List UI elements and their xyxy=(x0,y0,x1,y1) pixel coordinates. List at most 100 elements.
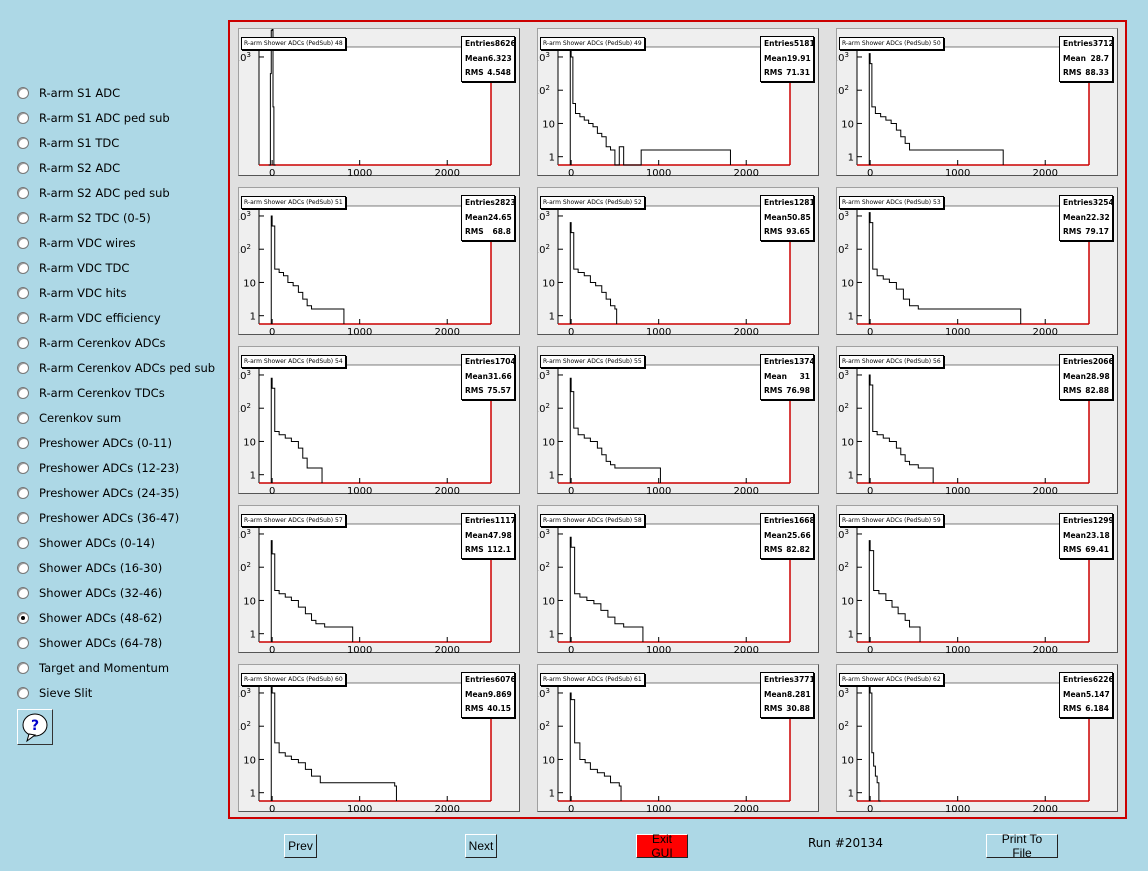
radio-button[interactable] xyxy=(17,162,29,174)
radio-button[interactable] xyxy=(17,212,29,224)
radio-item[interactable]: Preshower ADCs (36-47) xyxy=(17,509,179,527)
radio-button[interactable] xyxy=(17,687,29,699)
exit-gui-button[interactable]: Exit GUI xyxy=(636,832,688,860)
radio-item[interactable]: Shower ADCs (0-14) xyxy=(17,534,155,552)
radio-button[interactable] xyxy=(17,387,29,399)
radio-button[interactable] xyxy=(17,662,29,674)
next-button[interactable]: Next xyxy=(465,834,497,858)
radio-item[interactable]: Shower ADCs (16-30) xyxy=(17,559,162,577)
y-tick-label: 103 xyxy=(837,210,849,223)
radio-button[interactable] xyxy=(17,262,29,274)
x-tick-label: 2000 xyxy=(1032,168,1057,177)
svg-text:?: ? xyxy=(31,718,39,734)
stats-label: Mean xyxy=(1063,530,1086,540)
radio-button[interactable] xyxy=(17,137,29,149)
radio-item[interactable]: R-arm VDC TDC xyxy=(17,259,129,277)
x-tick-label: 1000 xyxy=(347,327,372,336)
stats-value: 75.57 xyxy=(487,386,511,395)
y-tick-exponent: 2 xyxy=(546,243,550,251)
radio-item[interactable]: R-arm S1 TDC xyxy=(17,134,119,152)
radio-item[interactable]: R-arm S2 TDC (0-5) xyxy=(17,209,151,227)
x-tick-label: 2000 xyxy=(1032,804,1057,813)
stats-value: 82.82 xyxy=(786,545,810,554)
radio-item[interactable]: R-arm S2 ADC xyxy=(17,159,120,177)
radio-item[interactable]: Shower ADCs (64-78) xyxy=(17,634,162,652)
histogram-line xyxy=(569,692,622,801)
radio-item[interactable]: R-arm VDC efficiency xyxy=(17,309,161,327)
y-tick-label: 1 xyxy=(848,312,854,323)
radio-label: Preshower ADCs (12-23) xyxy=(39,461,180,475)
radio-item[interactable]: R-arm VDC wires xyxy=(17,234,136,252)
radio-button[interactable] xyxy=(17,487,29,499)
radio-button[interactable] xyxy=(17,537,29,549)
radio-button[interactable] xyxy=(17,637,29,649)
histogram-title: R-arm Shower ADCs (PedSub) 48 xyxy=(241,37,346,50)
radio-button[interactable] xyxy=(17,512,29,524)
radio-item[interactable]: Target and Momentum xyxy=(17,659,169,677)
radio-item[interactable]: Shower ADCs (32-46) xyxy=(17,584,162,602)
radio-button[interactable] xyxy=(17,287,29,299)
radio-item[interactable]: R-arm Cerenkov ADCs xyxy=(17,334,166,352)
stats-value: 2066 xyxy=(1092,357,1114,366)
radio-item[interactable]: R-arm S1 ADC ped sub xyxy=(17,109,170,127)
radio-button[interactable] xyxy=(17,412,29,424)
radio-button[interactable] xyxy=(17,562,29,574)
stats-label: RMS xyxy=(764,227,783,236)
radio-item[interactable]: Shower ADCs (48-62) xyxy=(17,609,162,627)
stats-label: Entries xyxy=(1063,675,1093,684)
radio-button[interactable] xyxy=(17,112,29,124)
histogram-plot: 0 1000 2000 1 10 102 103 xyxy=(239,205,492,336)
stats-label: Mean xyxy=(465,212,488,222)
x-tick-label: 1000 xyxy=(945,804,970,813)
stats-value: 31 xyxy=(799,371,810,381)
radio-item[interactable]: R-arm VDC hits xyxy=(17,284,127,302)
radio-item[interactable]: Sieve Slit xyxy=(17,684,92,702)
x-tick-label: 1000 xyxy=(646,804,671,813)
radio-button[interactable] xyxy=(17,187,29,199)
prev-button[interactable]: Prev xyxy=(284,834,317,858)
stats-row-entries: Entries 1374 xyxy=(761,355,815,370)
help-button[interactable]: ? xyxy=(17,709,53,745)
radio-item[interactable]: Preshower ADCs (24-35) xyxy=(17,484,179,502)
histogram-title: R-arm Shower ADCs (PedSub) 60 xyxy=(241,673,346,686)
radio-item[interactable]: Preshower ADCs (12-23) xyxy=(17,459,179,477)
radio-label: R-arm S1 ADC xyxy=(39,86,121,100)
stats-value: 76.98 xyxy=(786,386,810,395)
radio-item[interactable]: R-arm S2 ADC ped sub xyxy=(17,184,170,202)
radio-item[interactable]: R-arm Cerenkov ADCs ped sub xyxy=(17,359,215,377)
radio-button[interactable] xyxy=(17,87,29,99)
radio-item[interactable]: Cerenkov sum xyxy=(17,409,121,427)
stats-row-rms: RMS 93.65 xyxy=(761,225,813,240)
histogram-line xyxy=(270,377,323,483)
radio-label: R-arm S2 ADC xyxy=(39,161,121,175)
radio-button[interactable] xyxy=(17,462,29,474)
radio-button[interactable] xyxy=(17,362,29,374)
histogram-plot: 0 1000 2000 1 10 102 103 xyxy=(239,364,492,495)
radio-button[interactable] xyxy=(17,312,29,324)
y-tick-label: 10 xyxy=(542,119,555,130)
stats-row-entries: Entries 2823 xyxy=(462,196,516,211)
histogram-title: R-arm Shower ADCs (PedSub) 59 xyxy=(839,514,944,527)
stats-row-entries: Entries 1704 xyxy=(462,355,516,370)
stats-value: 79.17 xyxy=(1085,227,1109,236)
radio-item[interactable]: R-arm Cerenkov TDCs xyxy=(17,384,165,402)
stats-box: Entries 1299 Mean 23.18 RMS 69.41 xyxy=(1059,513,1114,559)
histogram-line xyxy=(270,540,354,642)
radio-item[interactable]: R-arm S1 ADC xyxy=(17,84,120,102)
plot-area xyxy=(558,524,790,642)
radio-button[interactable] xyxy=(17,437,29,449)
print-to-file-button[interactable]: Print To File xyxy=(986,832,1058,860)
stats-label: Mean xyxy=(764,212,787,222)
plot-area xyxy=(259,47,491,165)
radio-button[interactable] xyxy=(17,237,29,249)
radio-item[interactable]: Preshower ADCs (0-11) xyxy=(17,434,172,452)
radio-button[interactable] xyxy=(17,587,29,599)
histogram-title: R-arm Shower ADCs (PedSub) 57 xyxy=(241,514,346,527)
x-tick-label: 0 xyxy=(867,168,873,177)
radio-label: R-arm S1 TDC xyxy=(39,136,120,150)
radio-label: Shower ADCs (64-78) xyxy=(39,636,163,650)
y-tick-label: 102 xyxy=(538,720,550,733)
y-tick-label: 102 xyxy=(239,402,251,415)
radio-button[interactable] xyxy=(17,337,29,349)
radio-button[interactable] xyxy=(17,612,29,624)
